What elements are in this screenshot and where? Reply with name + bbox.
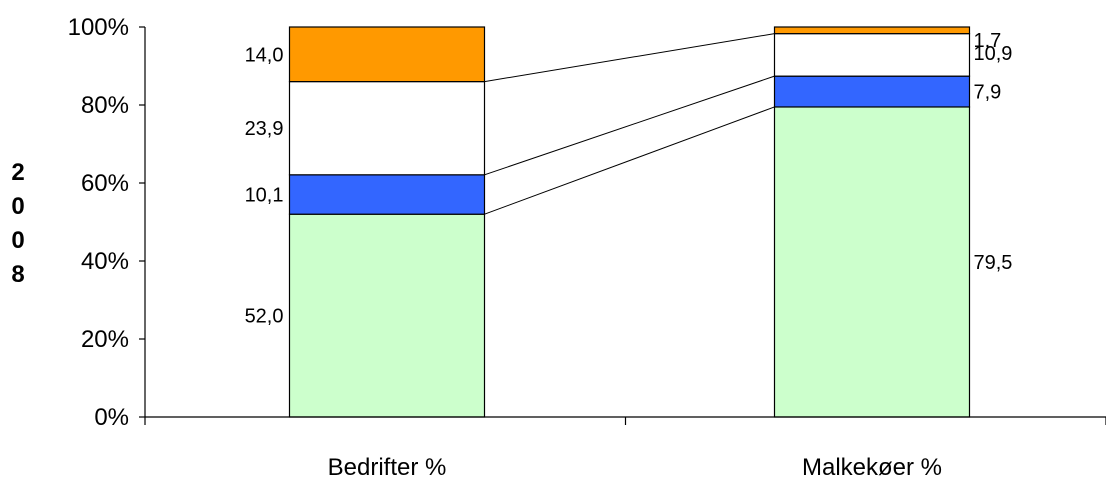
bar-segment-2-1 bbox=[773, 106, 971, 418]
bar-segment-2-4 bbox=[773, 26, 971, 35]
y-tick-label: 80% bbox=[81, 92, 129, 119]
data-label: 79,5 bbox=[974, 252, 1013, 274]
x-category-label: Malkekøer % bbox=[802, 454, 942, 478]
bar-segment-1-4 bbox=[288, 26, 486, 83]
y-tick-label: 40% bbox=[81, 248, 129, 275]
connector-lines-layer bbox=[484, 33, 775, 215]
y-tick-label: 0% bbox=[94, 404, 129, 431]
bar-segment-1-1 bbox=[288, 213, 486, 418]
bars-layer bbox=[288, 26, 971, 418]
series-connector-line-2 bbox=[484, 75, 775, 176]
y-axis-title-char: 0 bbox=[11, 227, 24, 254]
series-connector-line-3 bbox=[484, 33, 775, 83]
data-label: 52,0 bbox=[245, 306, 284, 328]
y-axis-title-char: 8 bbox=[11, 261, 24, 288]
series-connector-line-1 bbox=[484, 106, 775, 215]
y-tick-label: 20% bbox=[81, 326, 129, 353]
y-axis-title-char: 2 bbox=[11, 159, 24, 186]
bar-segment-2-3 bbox=[773, 33, 971, 77]
data-label: 1,7 bbox=[974, 30, 1002, 52]
data-label: 10,1 bbox=[245, 185, 284, 207]
x-category-label: Bedrifter % bbox=[328, 454, 447, 478]
data-label: 14,0 bbox=[245, 44, 284, 66]
y-axis-title-char: 0 bbox=[11, 193, 24, 220]
labels-layer: 0% 20% 40% 60% 80% 100% Bedrifter % Malkekøer %… bbox=[11, 14, 1012, 478]
bar-segment-2-2 bbox=[773, 75, 971, 108]
data-label: 23,9 bbox=[245, 118, 284, 140]
data-label: 7,9 bbox=[974, 82, 1002, 104]
bar-segment-1-3 bbox=[288, 80, 486, 176]
data-label: 10,9 bbox=[974, 43, 1013, 65]
axes-layer bbox=[139, 26, 1106, 425]
y-tick-label: 60% bbox=[81, 170, 129, 197]
y-tick-label: 100% bbox=[68, 14, 129, 41]
bar-segment-1-2 bbox=[288, 174, 486, 215]
